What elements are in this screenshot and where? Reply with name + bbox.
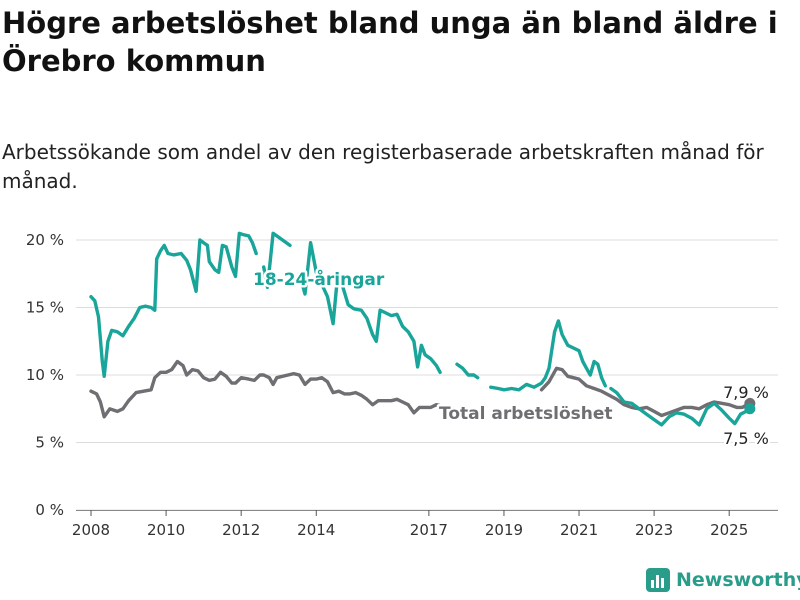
x-tick-label: 2010 [147, 521, 185, 539]
page-subtitle: Arbetssökande som andel av den registerb… [2, 140, 764, 193]
brand-name: Newsworthy [676, 569, 800, 591]
end-label-total: 7,9 % [723, 383, 769, 402]
series-line-0 [609, 386, 752, 427]
x-tick-label: 2014 [297, 521, 335, 539]
x-tick-label: 2008 [72, 521, 110, 539]
x-tick-label: 2021 [560, 521, 598, 539]
series-label-total: Total arbetslöshet [439, 404, 613, 424]
x-tick-label: 2019 [485, 521, 523, 539]
series-lines [89, 231, 756, 427]
x-tick-label: 2017 [410, 521, 448, 539]
y-axis-ticks: 0 % 5 % 10 % 15 % 20 % [26, 231, 64, 519]
y-tick-label: 5 % [35, 434, 64, 452]
series-label-total-halo: Total arbetslöshet [439, 404, 613, 424]
chart-logo-icon [646, 568, 670, 592]
y-tick-label: 20 % [26, 231, 64, 249]
series-line-0 [297, 241, 442, 374]
x-tick-label: 2025 [710, 521, 748, 539]
series-line-0 [262, 231, 292, 289]
grid-lines [76, 239, 778, 511]
x-tick-label: 2012 [222, 521, 260, 539]
x-tick-label: 2023 [635, 521, 673, 539]
x-axis-ticks: 2008 2010 2012 2014 2017 2019 2021 2023 2025 [72, 510, 778, 539]
series-label-youth-halo: 18-24-åringar [253, 268, 385, 290]
end-label-youth-halo: 7,5 % [723, 429, 769, 448]
series-end-marker [744, 403, 756, 415]
series-line-0 [89, 231, 258, 378]
series-line-0 [455, 362, 480, 380]
y-tick-label: 10 % [26, 366, 64, 384]
y-tick-label: 15 % [26, 299, 64, 317]
series-label-youth: 18-24-åringar [253, 268, 385, 290]
page-title: Högre arbetslöshet bland unga än bland ä… [2, 6, 778, 78]
y-tick-label: 0 % [35, 501, 64, 519]
brand-logo[interactable]: Newsworthy [646, 568, 800, 592]
line-chart: 0 %5 %10 %15 %20 % 2008 2010 2012 2014 2017 2… [26, 231, 778, 539]
series-line-0 [489, 319, 607, 392]
end-label-youth: 7,5 % [723, 429, 769, 448]
series-line-1 [89, 359, 444, 419]
end-label-total-halo: 7,9 % [723, 383, 769, 402]
